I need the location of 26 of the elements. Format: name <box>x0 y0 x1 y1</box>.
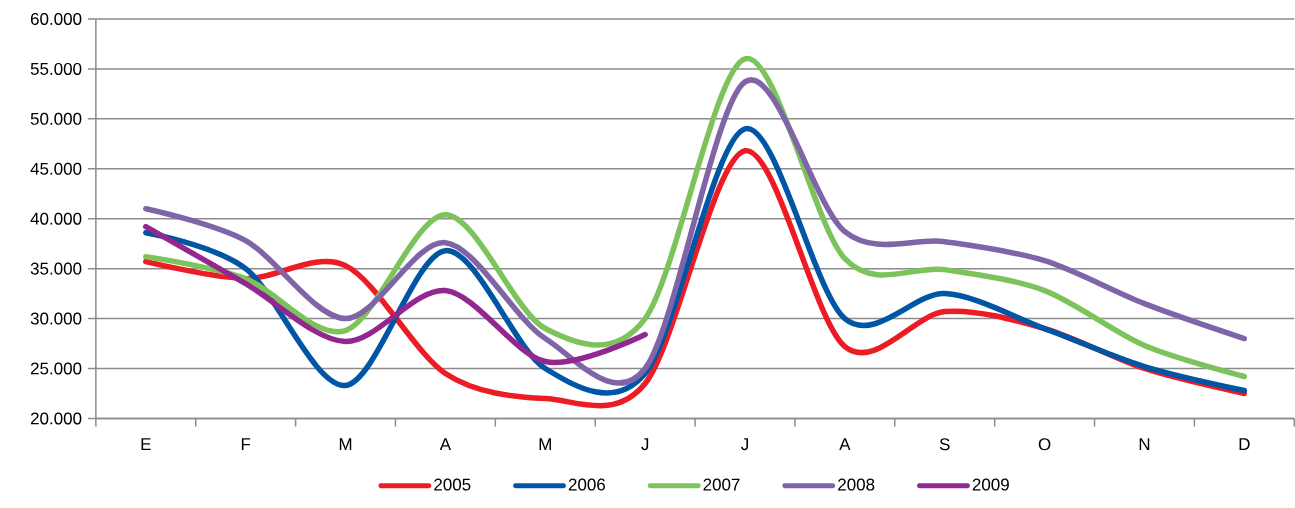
x-tick-label: J <box>741 438 748 450</box>
x-tick-label: A <box>839 438 851 450</box>
legend-label: 2009 <box>972 478 1009 491</box>
x-tick-label: M <box>539 438 551 450</box>
y-tick-label: 30.000 <box>30 312 82 325</box>
x-tick-label: M <box>339 438 352 450</box>
x-tick-label: E <box>141 438 151 450</box>
y-tick-label: 20.000 <box>30 412 82 425</box>
x-tick-label: F <box>241 438 251 450</box>
x-tick-label: D <box>1239 438 1250 450</box>
y-tick-label: 25.000 <box>30 362 82 375</box>
x-tick-label: O <box>1038 438 1051 451</box>
y-tick-label: 55.000 <box>30 62 82 75</box>
x-tick-label: A <box>439 438 452 450</box>
y-tick-label: 45.000 <box>30 162 82 175</box>
y-tick-label: 40.000 <box>30 212 82 225</box>
y-tick-label: 35.000 <box>30 262 82 275</box>
legend-label: 2007 <box>703 478 740 491</box>
x-tick-label: S <box>939 438 950 451</box>
y-tick-label: 60.000 <box>30 12 82 25</box>
x-tick-label: J <box>641 438 649 450</box>
x-tick-label: N <box>1139 438 1150 450</box>
y-tick-label: 50.000 <box>30 112 82 125</box>
legend-label: 2005 <box>434 478 471 491</box>
legend-label: 2006 <box>568 478 606 491</box>
legend-label: 2008 <box>838 478 875 491</box>
